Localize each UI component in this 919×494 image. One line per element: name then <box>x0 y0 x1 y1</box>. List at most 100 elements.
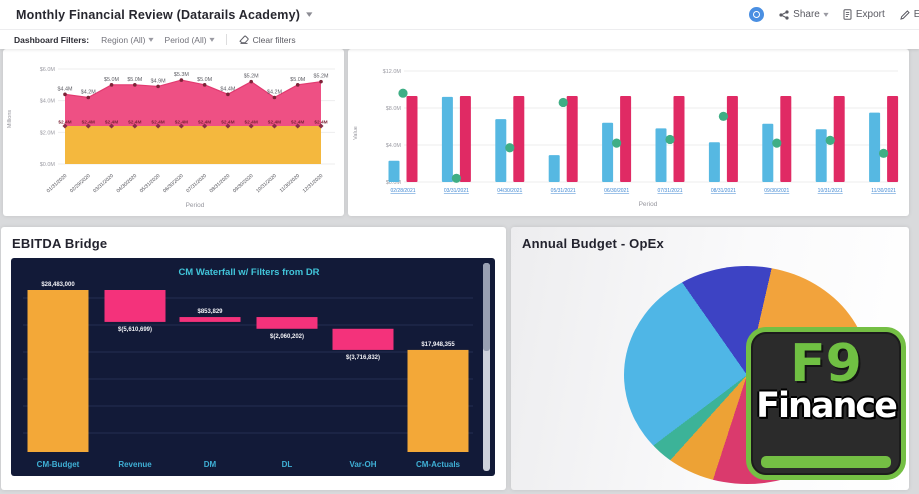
lower-value-label: $2.4M <box>105 120 118 126</box>
cm-waterfall-chart: CM Waterfall w/ Filters from DR $28,483,0… <box>11 258 495 476</box>
lower-value-label: $2.4M <box>58 120 71 126</box>
teal-dot-marker <box>825 135 835 145</box>
waterfall-bar <box>407 349 469 452</box>
x-axis-date-link[interactable]: 05/31/2021 <box>551 188 576 194</box>
lower-value-label: $2.4M <box>245 120 258 126</box>
upper-marker <box>202 83 207 87</box>
x-tick-label: 07/31/2020 <box>185 173 208 194</box>
header-actions: Share ▾ Export Edit <box>749 7 919 22</box>
share-button[interactable]: Share ▾ <box>779 9 828 20</box>
waterfall-value-label: $(3,716,832) <box>346 355 380 361</box>
lower-value-label: $2.4M <box>291 120 304 126</box>
x-axis-date-link[interactable]: 06/30/2021 <box>604 188 629 194</box>
teal-dot-marker <box>665 134 675 145</box>
blue-bar <box>602 122 614 182</box>
y-tick-label: $0.0M <box>40 162 56 168</box>
teal-dot-marker <box>612 138 622 148</box>
pink-bar <box>513 95 525 182</box>
waterfall-category-label: DL <box>282 460 293 469</box>
opex-title: Annual Budget - OpEx <box>522 236 664 251</box>
y-axis-title: Value <box>353 126 359 140</box>
teal-dot-marker <box>558 97 568 108</box>
pink-bar <box>887 95 899 182</box>
lower-value-label: $2.4M <box>128 120 141 126</box>
dashboard-filter-bar: Dashboard Filters: Region (All) ▾ Period… <box>0 30 919 49</box>
lower-marker <box>85 123 91 129</box>
lower-value-label: $2.4M <box>151 120 164 126</box>
x-axis-date-link[interactable]: 02/28/2021 <box>390 188 415 194</box>
waterfall-category-label: CM-Budget <box>37 460 80 469</box>
pink-bar <box>406 95 418 182</box>
x-axis-date-link[interactable]: 07/31/2021 <box>657 188 682 194</box>
waterfall-value-label: $28,483,000 <box>41 282 75 288</box>
pink-bar <box>673 95 685 182</box>
x-axis-date-link[interactable]: 09/30/2021 <box>764 188 789 194</box>
period-chevron-icon: ▾ <box>208 35 215 44</box>
teal-dot-marker <box>772 138 782 148</box>
region-filter-dropdown[interactable]: Region (All) ▾ <box>101 34 154 45</box>
y-tick-label: $0.0M <box>386 180 402 186</box>
upper-marker <box>272 95 277 100</box>
filter-divider <box>225 34 227 45</box>
x-tick-label: 12/31/2020 <box>302 173 325 194</box>
upper-marker <box>226 92 230 97</box>
lower-value-label: $2.4M <box>268 120 281 126</box>
share-label: Share <box>793 9 820 20</box>
share-chevron-icon: ▾ <box>823 10 829 19</box>
waterfall-category-label: Revenue <box>118 460 152 469</box>
waterfall-bar <box>332 328 394 350</box>
period-filter-dropdown[interactable]: Period (All) ▾ <box>165 35 215 45</box>
f9-finance-logo: F9 Finance <box>746 327 906 480</box>
lower-area-series <box>65 126 321 164</box>
upper-value-label: $5.0M <box>104 77 119 83</box>
x-axis-date-link[interactable]: 03/31/2021 <box>444 188 469 194</box>
x-axis-date-link[interactable]: 11/30/2021 <box>871 188 896 194</box>
filters-label: Dashboard Filters: <box>14 34 90 45</box>
region-chevron-icon: ▾ <box>147 35 154 44</box>
export-button[interactable]: Export <box>843 9 885 20</box>
x-tick-label: 03/31/2020 <box>92 173 115 194</box>
edit-button[interactable]: Edit <box>900 9 919 20</box>
upper-value-label: $4.4M <box>220 86 235 92</box>
waterfall-value-label: $(5,610,699) <box>118 327 152 333</box>
pink-bar <box>833 95 845 182</box>
panel-ebitda-bridge: EBITDA Bridge CM Waterfall w/ Filters fr… <box>1 227 506 490</box>
export-label: Export <box>855 9 885 20</box>
upper-marker <box>249 79 253 84</box>
upper-line <box>64 79 322 99</box>
waterfall-bar <box>27 290 89 452</box>
upper-value-label: $5.2M <box>314 74 329 80</box>
panel-grouped-bar-chart: $12.0M $8.0M $4.0M $0.0M 02/28/2021 03/31/202… <box>348 49 909 216</box>
teal-dot-marker <box>398 88 408 98</box>
export-icon <box>843 9 852 20</box>
x-axis-date-link[interactable]: 08/31/2021 <box>711 188 736 194</box>
dashboard-title-dropdown[interactable]: Monthly Financial Review (Datarails Acad… <box>16 8 313 22</box>
waterfall-bar <box>179 317 241 322</box>
edit-label: Edit <box>913 9 919 20</box>
blue-bar <box>869 112 881 182</box>
upper-value-label: $4.4M <box>58 86 73 92</box>
blue-bar <box>441 96 453 182</box>
panel-annual-budget-opex: Annual Budget - OpEx F9 Finance <box>511 227 909 490</box>
pencil-icon <box>900 9 910 20</box>
region-filter-label: Region (All) <box>101 34 146 45</box>
logo-green-bar <box>761 456 891 468</box>
x-tick-label: 08/31/2020 <box>209 173 232 194</box>
y-tick-label: $8.0M <box>386 106 402 112</box>
blue-bar <box>815 129 827 182</box>
upper-value-label: $5.2M <box>244 74 259 80</box>
circle-badge-icon[interactable] <box>749 7 765 22</box>
waterfall-scrollbar-thumb[interactable] <box>483 263 490 351</box>
blue-bar <box>495 119 507 182</box>
clear-filters-button[interactable]: Clear filters <box>238 35 296 45</box>
x-axis-date-link[interactable]: 10/31/2021 <box>818 188 843 194</box>
waterfall-bar <box>256 317 318 329</box>
x-axis-date-link[interactable]: 04/30/2021 <box>497 188 522 194</box>
y-tick-label: $2.0M <box>40 130 56 136</box>
y-tick-label: $6.0M <box>40 67 56 73</box>
upper-value-label: $5.3M <box>174 72 189 78</box>
upper-marker <box>319 79 323 84</box>
blue-bar <box>708 142 720 182</box>
grouped-bar-chart: $12.0M $8.0M $4.0M $0.0M 02/28/2021 03/31/202… <box>353 69 899 208</box>
